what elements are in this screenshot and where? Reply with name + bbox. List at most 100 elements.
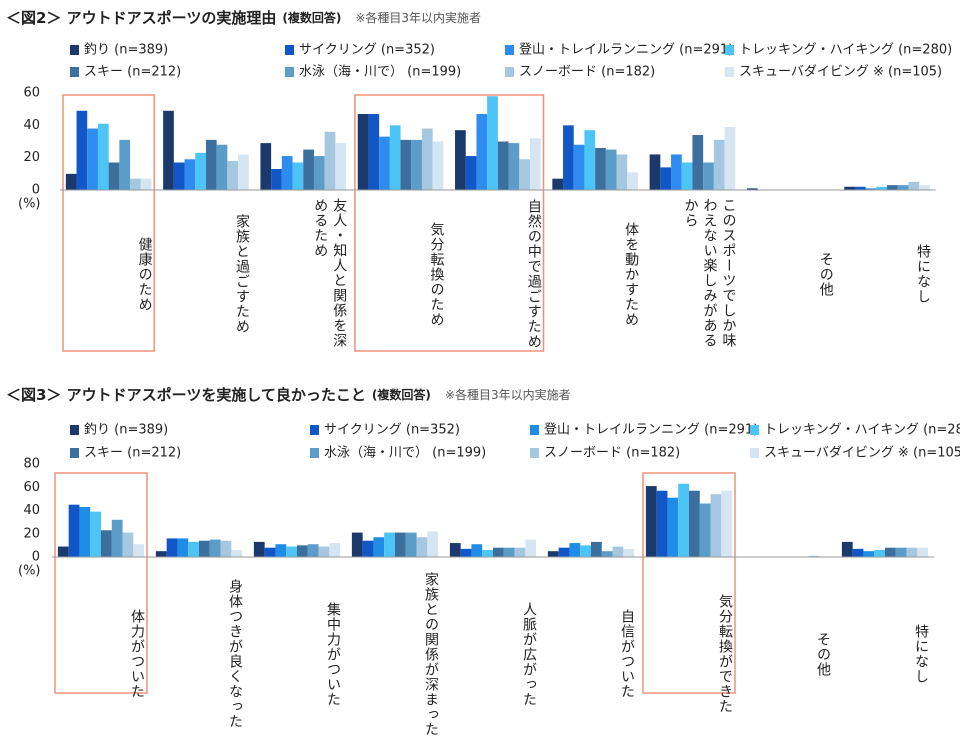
bar (552, 178, 564, 190)
bar (671, 154, 682, 190)
bar (90, 511, 101, 557)
bar (689, 490, 700, 557)
bar (122, 532, 134, 557)
legend-swatch (750, 425, 759, 435)
y-tick-label: 40 (23, 503, 40, 518)
x-label-box: 身体つきが良くなった (227, 579, 243, 729)
x-label-box: 自信がついた (619, 609, 635, 699)
bar (313, 156, 325, 190)
bar (627, 172, 638, 190)
bar (649, 154, 661, 190)
x-label-box: 特になし (913, 624, 929, 684)
bar (852, 548, 864, 557)
bar (271, 168, 282, 190)
bar (595, 147, 606, 190)
bar (746, 188, 758, 190)
x-label-box: 家族との関係が深まった (423, 572, 439, 737)
bar (286, 546, 297, 557)
y-tick-label: 80 (23, 457, 40, 472)
legend-swatch (70, 67, 79, 77)
y-axis-label: (%) (18, 564, 41, 579)
bar (188, 541, 199, 557)
bar (362, 540, 374, 557)
bar (108, 162, 120, 190)
bar (65, 173, 77, 190)
bar (195, 152, 206, 190)
bar (140, 178, 152, 190)
x-tick-label: 特になし (913, 624, 929, 684)
bar (155, 551, 167, 557)
bar (569, 543, 581, 557)
bar (547, 551, 559, 557)
bar (177, 538, 189, 557)
bar (465, 156, 477, 190)
x-tick-label: 健康のため (136, 236, 153, 312)
bar (220, 540, 232, 557)
legend-swatch (530, 448, 539, 458)
bar (865, 188, 877, 190)
x-label-box: 集中力がついた (325, 602, 341, 707)
bar (379, 136, 390, 190)
bar (591, 541, 602, 557)
bar (601, 551, 613, 557)
legend-swatch (750, 448, 759, 458)
bar (678, 483, 689, 557)
bar (292, 162, 304, 190)
note: ※各種目3年以内実施者 (355, 10, 481, 25)
bar (163, 110, 174, 190)
x-label-box: その他 (815, 632, 831, 677)
bar (455, 130, 466, 190)
bar (184, 159, 196, 190)
bar (808, 555, 820, 557)
bar (57, 546, 69, 557)
bar (612, 546, 624, 557)
y-tick-label: 0 (32, 183, 40, 198)
highlight-box (354, 94, 545, 352)
bar (260, 143, 272, 190)
bar (656, 490, 668, 557)
bar (503, 547, 515, 557)
bar (529, 138, 541, 190)
bar (373, 537, 385, 557)
y-tick-label: 20 (23, 150, 40, 165)
bar (231, 550, 243, 557)
bar (87, 128, 98, 190)
bar (101, 530, 112, 557)
title-text: ＜図2＞ アウトドアスポーツの実施理由 (6, 9, 276, 27)
legend-label: スノーボード (n=182) (519, 65, 655, 80)
bar (307, 544, 319, 557)
bar (919, 185, 930, 190)
bar (281, 156, 293, 190)
bar (68, 504, 80, 557)
legend-label: スキー (n=212) (84, 65, 181, 80)
bar (854, 186, 866, 190)
bar (514, 547, 526, 557)
bar (660, 167, 672, 190)
x-tick-label: 特になし (915, 244, 932, 304)
bar (216, 144, 228, 190)
bar (616, 154, 628, 190)
bar (563, 125, 574, 190)
bar (119, 139, 131, 190)
chart-title: ＜図2＞ アウトドアスポーツの実施理由 (複数回答) ※各種目3年以内実施者 (6, 9, 481, 27)
bar (357, 114, 369, 190)
bar (76, 110, 88, 190)
bar (205, 139, 217, 190)
bar (395, 532, 406, 557)
bar (487, 96, 498, 190)
bar (573, 144, 585, 190)
bar (303, 149, 314, 190)
bar (897, 185, 909, 190)
x-label-box: 友人・知人と関係を深めるため (312, 198, 347, 348)
bar (493, 547, 504, 557)
legend-label: トレッキング・ハイキング (n=280) (739, 43, 952, 58)
x-tick-label: 自然の中で過ごすため (525, 199, 542, 349)
bar (432, 141, 444, 190)
x-tick-label: 体を動かすため (623, 221, 640, 327)
bar (713, 139, 725, 190)
bar (917, 547, 929, 557)
bar (710, 494, 722, 557)
legend-swatch (505, 45, 514, 55)
legend-label: 釣り (n=389) (84, 422, 168, 438)
